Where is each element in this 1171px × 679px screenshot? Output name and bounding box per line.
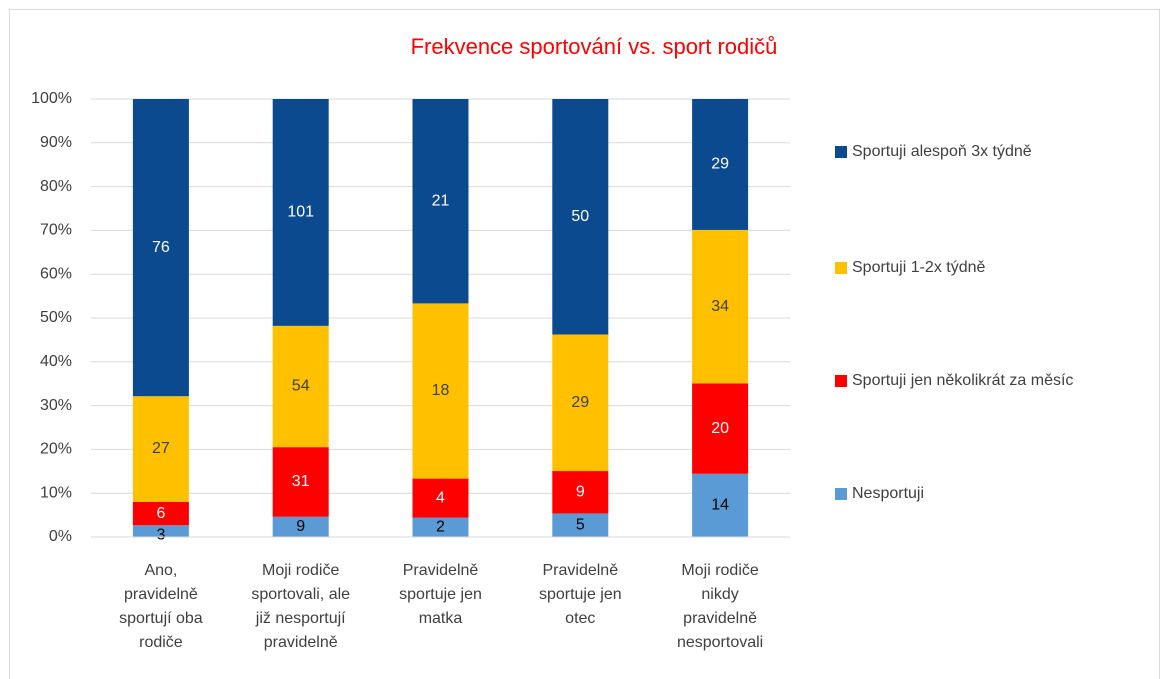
x-tick-label: Pravidelně sportuje jen matka [399,562,482,627]
data-label: 21 [432,192,450,209]
y-tick-label: 10% [40,484,72,501]
legend-label: Sportuji jen několikrát za měsíc [852,372,1073,389]
y-tick-label: 70% [40,222,72,239]
legend-swatch [835,262,847,274]
bar-segment [412,303,469,479]
bar-segment [272,447,329,517]
bar-segment [412,517,469,537]
bar-segment [552,334,609,472]
data-label: 34 [711,298,729,315]
bar-segment [272,99,329,326]
data-label: 50 [571,208,589,225]
chart-title: Frekvence sportování vs. sport rodičů [411,34,778,59]
x-tick-label: Pravidelně sportuje jen otec [539,562,622,627]
y-tick-label: 20% [40,441,72,458]
legend-swatch [835,375,847,387]
data-label: 4 [436,489,445,506]
data-label: 18 [432,382,450,399]
data-label: 9 [576,483,585,500]
bar-segment [692,383,749,474]
data-label: 3 [156,526,165,543]
y-tick-label: 50% [40,309,72,326]
legend-label: Sportuji alespoň 3x týdně [852,143,1032,160]
bar-segment [132,501,189,526]
data-label: 6 [156,505,165,522]
data-label: 27 [152,440,170,457]
x-tick-label: Moji rodiče nikdy pravidelně nesportovali [677,562,763,651]
bar-segment [692,229,749,384]
bar-segment [412,478,469,518]
y-tick-label: 100% [31,90,72,107]
data-label: 20 [711,420,729,437]
bar-segment [132,99,189,397]
data-label: 2 [436,518,445,535]
y-tick-label: 30% [40,397,72,414]
data-label: 29 [571,394,589,411]
bar-segment [692,473,749,537]
legend-swatch [835,146,847,158]
data-label: 101 [287,204,314,221]
data-label: 9 [296,518,305,535]
bar-segment [552,471,609,514]
bar-segment [692,99,749,230]
y-tick-label: 60% [40,265,72,282]
data-label: 29 [711,156,729,173]
data-label: 76 [152,239,170,256]
y-tick-label: 0% [49,528,72,545]
bar-segment [132,525,189,537]
bar-segment [272,516,329,537]
data-label: 54 [292,378,310,395]
bar-segment [552,99,609,335]
x-tick-label: Moji rodiče sportovali, ale již nesportují… [251,562,350,651]
data-label: 5 [576,516,585,533]
legend-label: Nesportuji [852,485,924,502]
y-tick-label: 40% [40,353,72,370]
legend-swatch [835,488,847,500]
y-tick-label: 90% [40,134,72,151]
legend-label: Sportuji 1-2x týdně [852,259,986,276]
bar-segment [132,396,189,502]
y-tick-label: 80% [40,178,72,195]
data-label: 14 [711,497,729,514]
x-tick-label: Ano, pravidelně sportují oba rodiče [119,562,203,651]
bar-segment [272,325,329,448]
bar-segment [412,99,469,304]
data-label: 31 [292,473,310,490]
bar-segment [552,513,609,537]
